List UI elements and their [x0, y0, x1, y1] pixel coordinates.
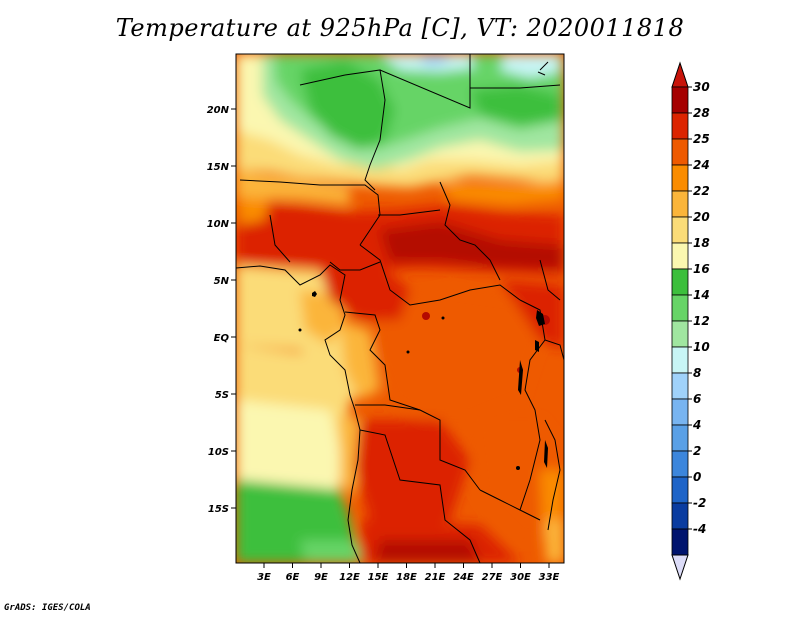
colorbar-swatch [671, 424, 689, 452]
lakes [298, 291, 548, 470]
lon-tick-label: 30E [510, 572, 531, 583]
lon-tick-label: 27E [482, 572, 503, 583]
colorbar-swatch [671, 294, 689, 322]
colorbar-label: 8 [693, 366, 701, 380]
lon-tick-label: 12E [339, 572, 360, 583]
latitude-axis: 20N 15N 10N 5N EQ 5S 10S 15S [207, 105, 236, 515]
lat-tick-label: 15S [208, 504, 229, 515]
colorbar-label: 24 [693, 158, 710, 172]
colorbar-label: 22 [693, 184, 710, 198]
colorbar-label: 20 [693, 210, 710, 224]
map-title: Temperature at 925hPa [C], VT: 202001181… [115, 14, 685, 42]
colorbar-swatch [671, 372, 689, 400]
colorbar-label: 30 [693, 80, 710, 94]
colorbar-label: 10 [693, 340, 710, 354]
coastlines-and-borders [236, 54, 564, 563]
colorbar-swatch [671, 502, 689, 530]
grads-credit: GrADS: IGES/COLA [4, 603, 91, 613]
colorbar-label: 25 [693, 132, 710, 146]
colorbar-swatch [671, 398, 689, 426]
lat-tick-label: 10N [207, 219, 230, 230]
colorbar-swatch [671, 450, 689, 478]
lat-tick-label: EQ [214, 333, 230, 344]
lat-tick-label: 15N [207, 162, 230, 173]
colorbar-swatch [671, 86, 689, 114]
lon-tick-label: 33E [539, 572, 560, 583]
colorbar-label: -4 [693, 522, 706, 536]
lon-tick-label: 18E [396, 572, 417, 583]
colorbar-label: 16 [693, 262, 710, 276]
colorbar-swatch [671, 242, 689, 270]
colorbar-label: 14 [693, 288, 710, 302]
colorbar-swatch [671, 476, 689, 504]
colorbar-label: 0 [693, 470, 701, 484]
lon-tick-label: 24E [453, 572, 474, 583]
temperature-field [236, 54, 564, 563]
map-frame [235, 53, 565, 564]
lon-tick-label: 15E [368, 572, 389, 583]
colorbar-swatch [671, 112, 689, 140]
colorbar-label: 6 [693, 392, 701, 406]
colorbar-bottom-triangle [671, 554, 689, 581]
lon-tick-label: 21E [425, 572, 446, 583]
colorbar-label: 12 [693, 314, 710, 328]
longitude-axis: 3E 6E 9E 12E 15E 18E 21E 24E 27E 30E 33E [257, 563, 560, 583]
colorbar-label: 2 [693, 444, 701, 458]
colorbar-swatch [671, 216, 689, 244]
colorbar-swatch [671, 190, 689, 218]
lat-tick-label: 5S [215, 390, 229, 401]
colorbar-top-triangle [671, 61, 689, 88]
colorbar-swatch [671, 268, 689, 296]
colorbar-label: 4 [692, 418, 701, 432]
lat-tick-label: 20N [207, 105, 230, 116]
colorbar-swatch [671, 138, 689, 166]
lon-tick-label: 6E [286, 572, 300, 583]
lon-tick-label: 9E [314, 572, 328, 583]
lon-tick-label: 3E [257, 572, 271, 583]
colorbar-swatch [671, 346, 689, 374]
colorbar-swatch [671, 528, 689, 556]
colorbar-label: -2 [693, 496, 706, 510]
lat-tick-label: 5N [214, 276, 230, 287]
lat-tick-label: 10S [208, 447, 229, 458]
colorbar-swatch [671, 164, 689, 192]
colorbar-label: 28 [693, 106, 710, 120]
colorbar-swatch [671, 320, 689, 348]
colorbar-label: 18 [693, 236, 710, 250]
